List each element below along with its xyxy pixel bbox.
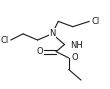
Text: Cl: Cl [91, 17, 100, 26]
Text: Cl: Cl [0, 36, 9, 45]
Text: NH: NH [70, 41, 83, 50]
Text: O: O [72, 53, 78, 62]
Text: O: O [37, 47, 43, 56]
Text: N: N [49, 29, 56, 38]
